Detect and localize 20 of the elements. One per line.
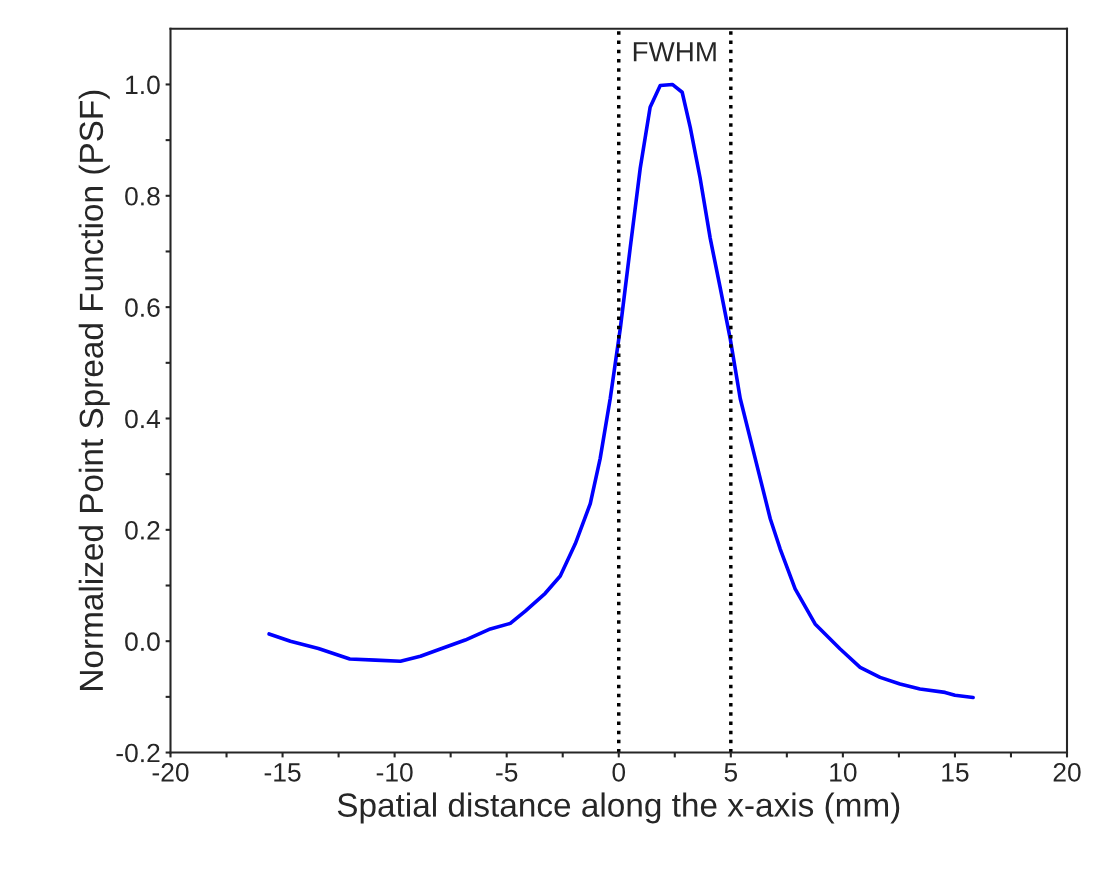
x-tick-label: -10 bbox=[376, 762, 413, 782]
y-axis-title: Normalized Point Spread Function (PSF) bbox=[78, 90, 110, 690]
y-tick-label: 1.0 bbox=[126, 75, 160, 95]
y-tick-label: 0.2 bbox=[125, 520, 160, 540]
x-tick-label: 20 bbox=[1053, 762, 1081, 782]
x-tick-label: 5 bbox=[724, 763, 738, 782]
x-tick-label: -15 bbox=[264, 763, 301, 782]
y-tick-label: -0.2 bbox=[116, 743, 160, 763]
x-tick-label: 0 bbox=[612, 762, 626, 782]
y-tick-label: 0.6 bbox=[125, 298, 160, 317]
x-tick-label: -20 bbox=[152, 762, 189, 782]
x-axis-title: Spatial distance along the x-axis (mm) bbox=[337, 792, 900, 824]
line-series bbox=[267, 82, 975, 700]
y-tick-label: 0.4 bbox=[125, 409, 161, 429]
x-tick-label: -5 bbox=[496, 763, 518, 782]
y-tick-label: 0.8 bbox=[125, 186, 160, 206]
x-tick-label: 15 bbox=[942, 763, 969, 782]
annotation: FWHM bbox=[633, 42, 716, 62]
x-tick-label: 10 bbox=[830, 762, 857, 782]
y-tick-label: 0.0 bbox=[125, 632, 160, 652]
